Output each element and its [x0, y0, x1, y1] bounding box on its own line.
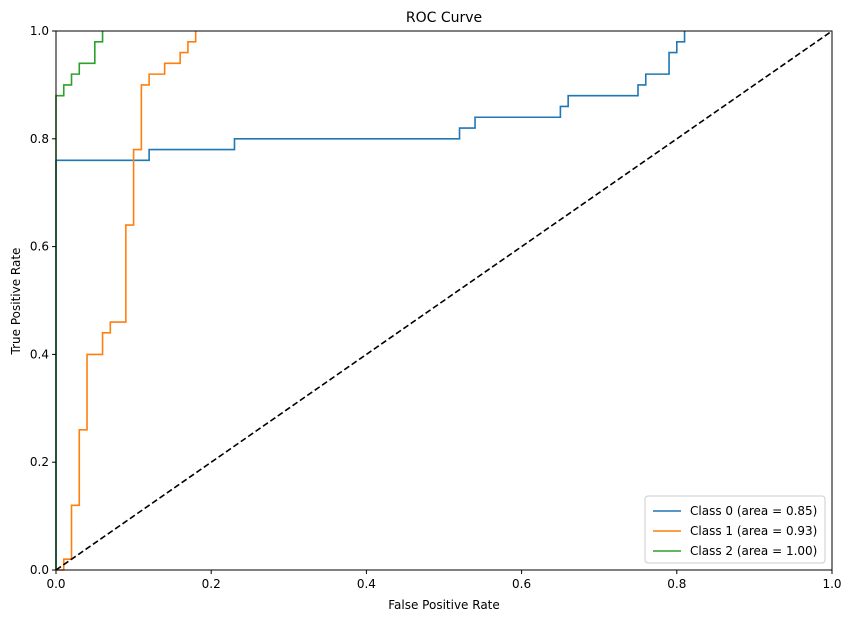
legend-label: Class 0 (area = 0.85) — [690, 504, 817, 518]
series-line-class-0 — [55, 31, 686, 570]
y-tick-label: 0.8 — [30, 132, 49, 146]
legend-items: Class 0 (area = 0.85) Class 1 (area = 0.9… — [653, 504, 817, 558]
series-line-class-1 — [56, 31, 197, 571]
x-axis-label: False Positive Rate — [388, 598, 500, 612]
y-tick-label: 0.0 — [30, 563, 49, 577]
y-tick-label: 0.2 — [30, 455, 49, 469]
series-layer — [55, 30, 833, 571]
ticks-layer: 0.0 0.2 0.4 0.6 0.8 1.0 0.0 0.2 0.4 0.6 0.8 1.0 — [30, 24, 842, 591]
x-tick-label: 0.0 — [46, 577, 65, 591]
series-line-class-2 — [55, 31, 104, 570]
legend: Class 0 (area = 0.85) Class 1 (area = 0.9… — [644, 495, 826, 564]
y-axis-label: True Positive Rate — [9, 248, 23, 356]
y-tick-label: 1.0 — [30, 24, 49, 38]
legend-label: Class 1 (area = 0.93) — [690, 524, 817, 538]
y-tick-label: 0.6 — [30, 240, 49, 254]
y-tick-label: 0.4 — [30, 347, 49, 361]
chance-line — [55, 30, 833, 571]
chart-title: ROC Curve — [406, 10, 482, 26]
x-tick-label: 0.2 — [202, 577, 221, 591]
plot-frame — [55, 30, 833, 571]
legend-label: Class 2 (area = 1.00) — [690, 544, 817, 558]
x-tick-label: 0.8 — [667, 577, 686, 591]
x-tick-label: 1.0 — [822, 577, 841, 591]
legend-box — [644, 495, 826, 564]
x-tick-label: 0.6 — [512, 577, 531, 591]
x-tick-label: 0.4 — [357, 577, 376, 591]
